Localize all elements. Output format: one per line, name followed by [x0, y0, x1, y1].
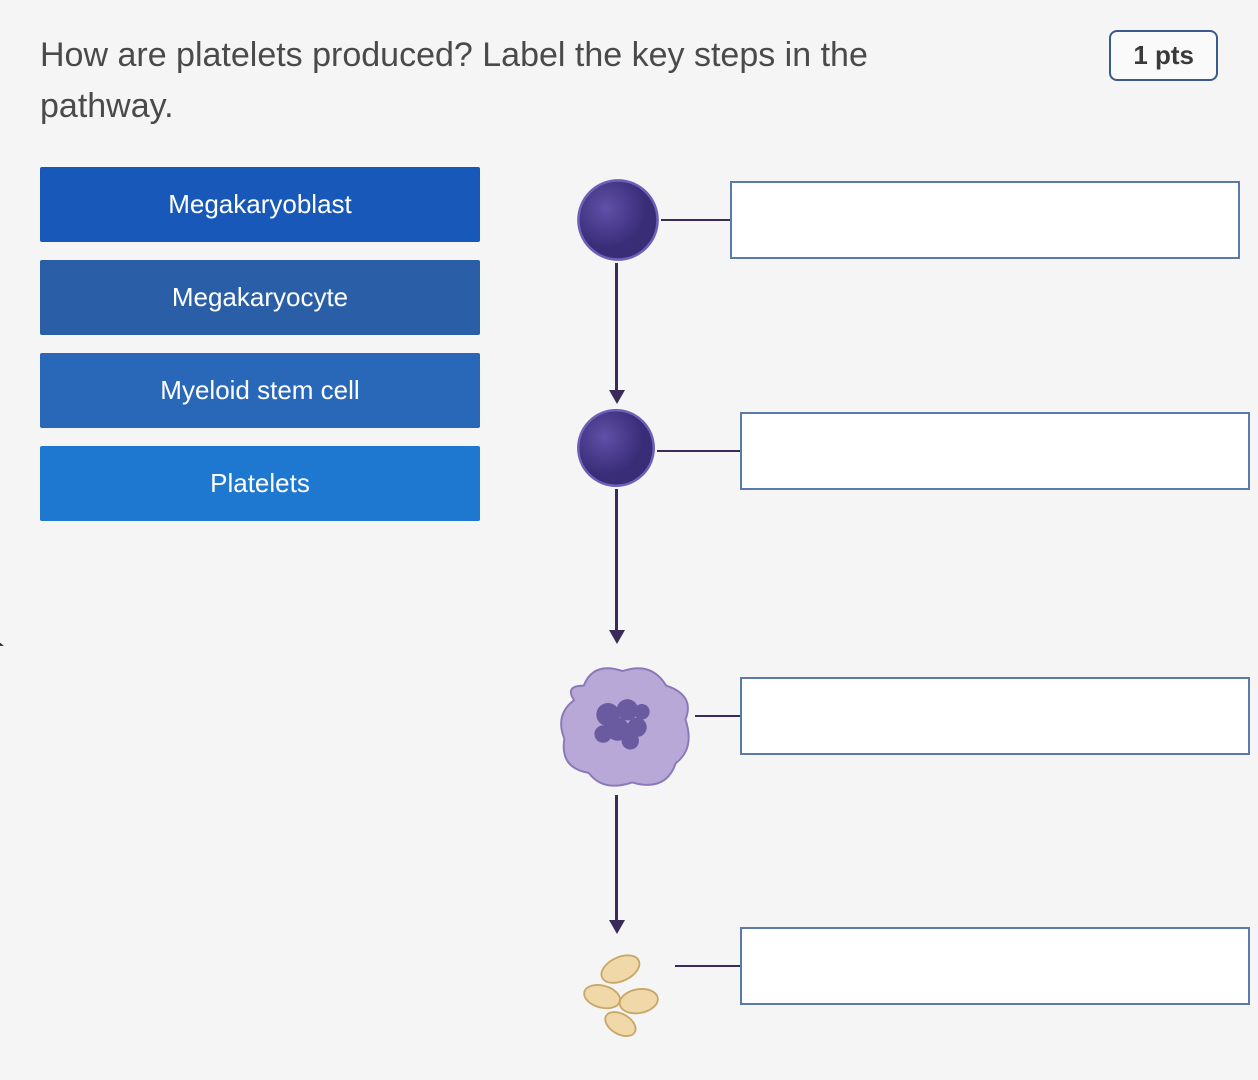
drop-zone-2[interactable] — [740, 412, 1250, 490]
drag-label-megakaryoblast[interactable]: Megakaryoblast — [40, 167, 480, 242]
solid-cell-icon — [575, 177, 661, 268]
arrow-down-icon — [609, 390, 625, 404]
megakaryocyte-icon — [545, 642, 700, 802]
drop-zone-3[interactable] — [740, 677, 1250, 755]
drop-zone-4[interactable] — [740, 927, 1250, 1005]
solid-cell-icon — [575, 407, 657, 494]
draggable-labels-column: Megakaryoblast Megakaryocyte Myeloid stem … — [40, 167, 480, 1047]
pathway-arrow-line — [615, 489, 618, 632]
connector-line — [695, 715, 740, 717]
question-text: How are platelets produced? Label the ke… — [40, 30, 900, 132]
connector-line — [657, 450, 740, 452]
pathway-arrow-line — [615, 263, 618, 392]
drag-label-myeloid-stem-cell[interactable]: Myeloid stem cell — [40, 353, 480, 428]
platelets-icon — [570, 937, 680, 1052]
arrow-down-icon — [609, 920, 625, 934]
connector-line — [675, 965, 740, 967]
drop-zone-1[interactable] — [730, 181, 1240, 259]
points-badge: 1 pts — [1109, 30, 1218, 81]
question-content: Megakaryoblast Megakaryocyte Myeloid stem … — [40, 167, 1218, 1047]
question-header: How are platelets produced? Label the ke… — [40, 30, 1218, 132]
connector-line — [661, 219, 730, 221]
pathway-arrow-line — [615, 795, 618, 922]
drag-label-megakaryocyte[interactable]: Megakaryocyte — [40, 260, 480, 335]
cursor-icon — [0, 620, 6, 676]
pathway-diagram — [520, 167, 1218, 1047]
drag-label-platelets[interactable]: Platelets — [40, 446, 480, 521]
